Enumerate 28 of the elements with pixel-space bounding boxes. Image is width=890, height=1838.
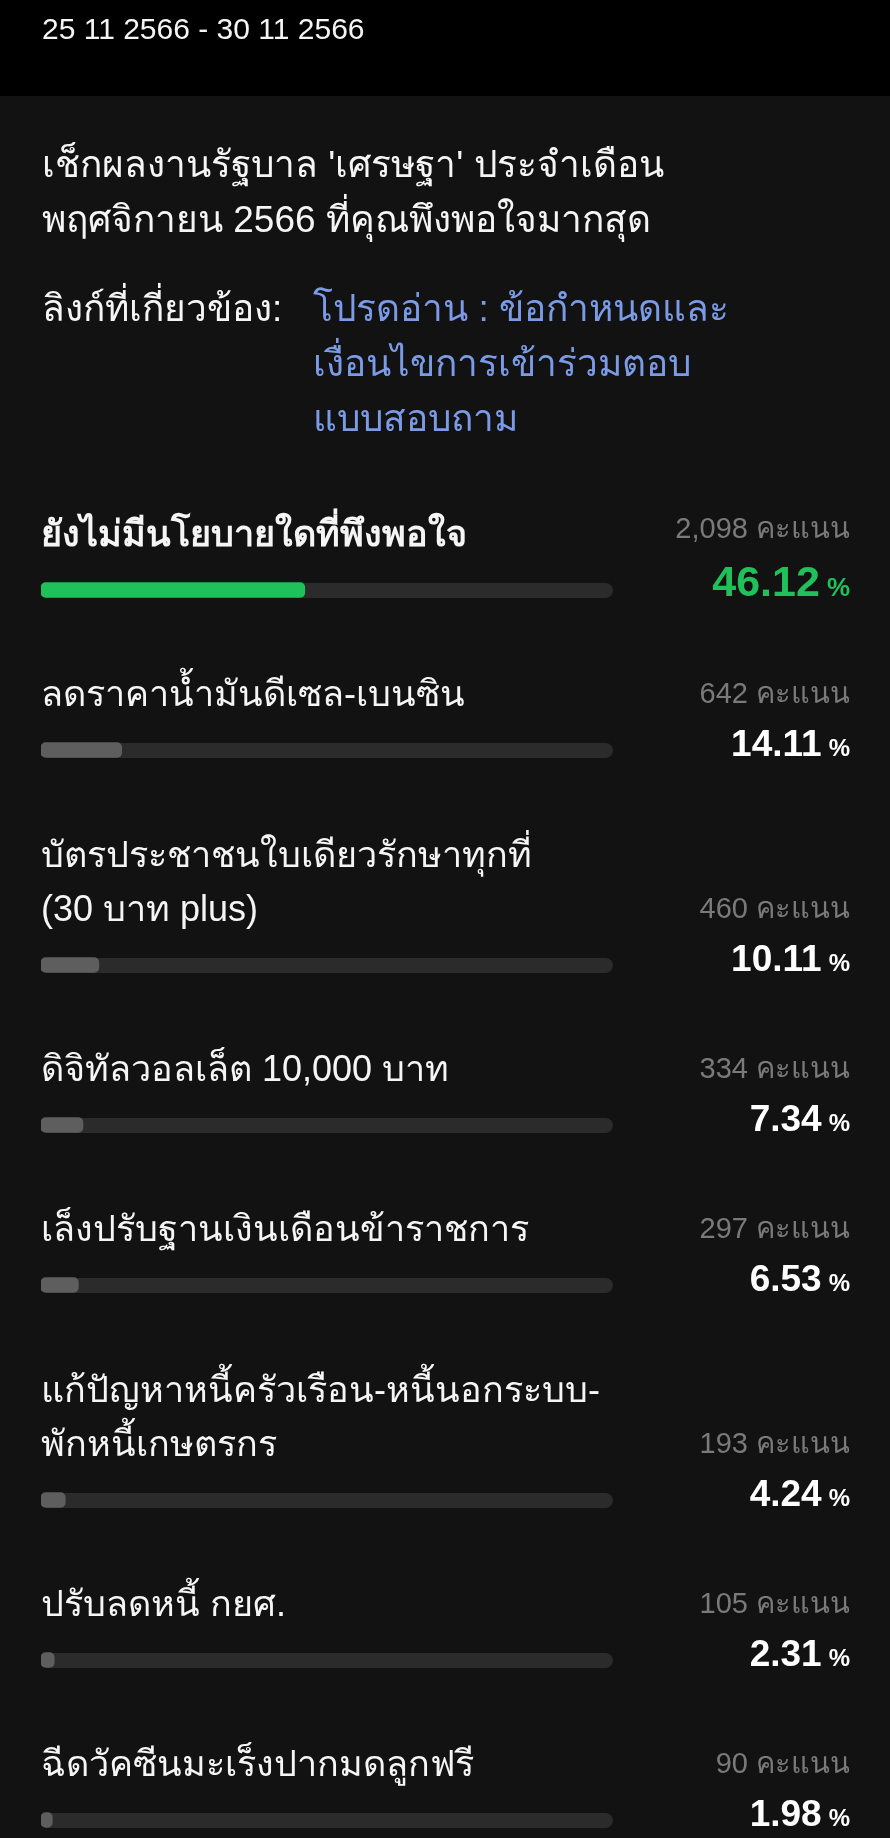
chart-subtitle: 25 11 2566 - 30 11 2566 [42,11,365,47]
text: 90 คะแนน [715,1747,850,1779]
text: 105 คะแนน [699,1587,850,1619]
y-tick-label: ดิจิทัลวอลเล็ต 10,000 บาท [41,1046,450,1089]
y-tick-label: แก้ปัญหาหนี้ครัวเรือน-หนี้นอกระบบ-พักหนี้เกษตรกร [41,1363,600,1464]
y-tick-label: ปรับลดหนี้ กยศ. [41,1577,287,1624]
data-label: 7.34 % [749,1098,850,1139]
text: 460 คะแนน [699,892,850,924]
y-tick-label: ลดราคาน้ำมันดีเซล-เบนซิน [41,667,465,714]
chart-title: เช็กผลงานรัฐบาล 'เศรษฐา' ประจำเดือน พฤศจิกายน 2566 ที่คุณพึงพอใจมากสุด [42,141,665,244]
data-label: 2.31 % [749,1633,850,1674]
text: 297 คะแนน [699,1212,850,1244]
text: 334 คะแนน [699,1052,850,1084]
data-label: 46.12 % [712,557,850,605]
y-tick-label: บัตรประชาชนใบเดียวรักษาทุกที่ (30 บาท plus) [41,830,532,929]
data-label: 1.98 % [749,1793,850,1834]
data-label: 4.24 % [749,1473,850,1514]
y-tick-label: เล็งปรับฐานเงินเดือนข้าราชการ [41,1206,529,1251]
text: ลิงก์ที่เกี่ยวข้อง: [42,282,283,331]
annotation: โปรดอ่าน : ข้อกำหนดและเงื่อนไขการเข้าร่วมตอบแบบสอบถาม [313,286,730,441]
text: 642 คะแนน [699,677,850,709]
text: 193 คะแนน [699,1427,850,1459]
text: 2,098 คะแนน [675,512,850,544]
y-tick-label: ยังไม่มีนโยบายใดที่พึงพอใจ [41,508,467,554]
data-label: 14.11 % [731,723,850,764]
data-label: 6.53 % [749,1258,850,1299]
data-label: 10.11 % [731,938,850,979]
y-tick-label: ฉีดวัคซีนมะเร็งปากมดลูกฟรี [41,1741,474,1786]
